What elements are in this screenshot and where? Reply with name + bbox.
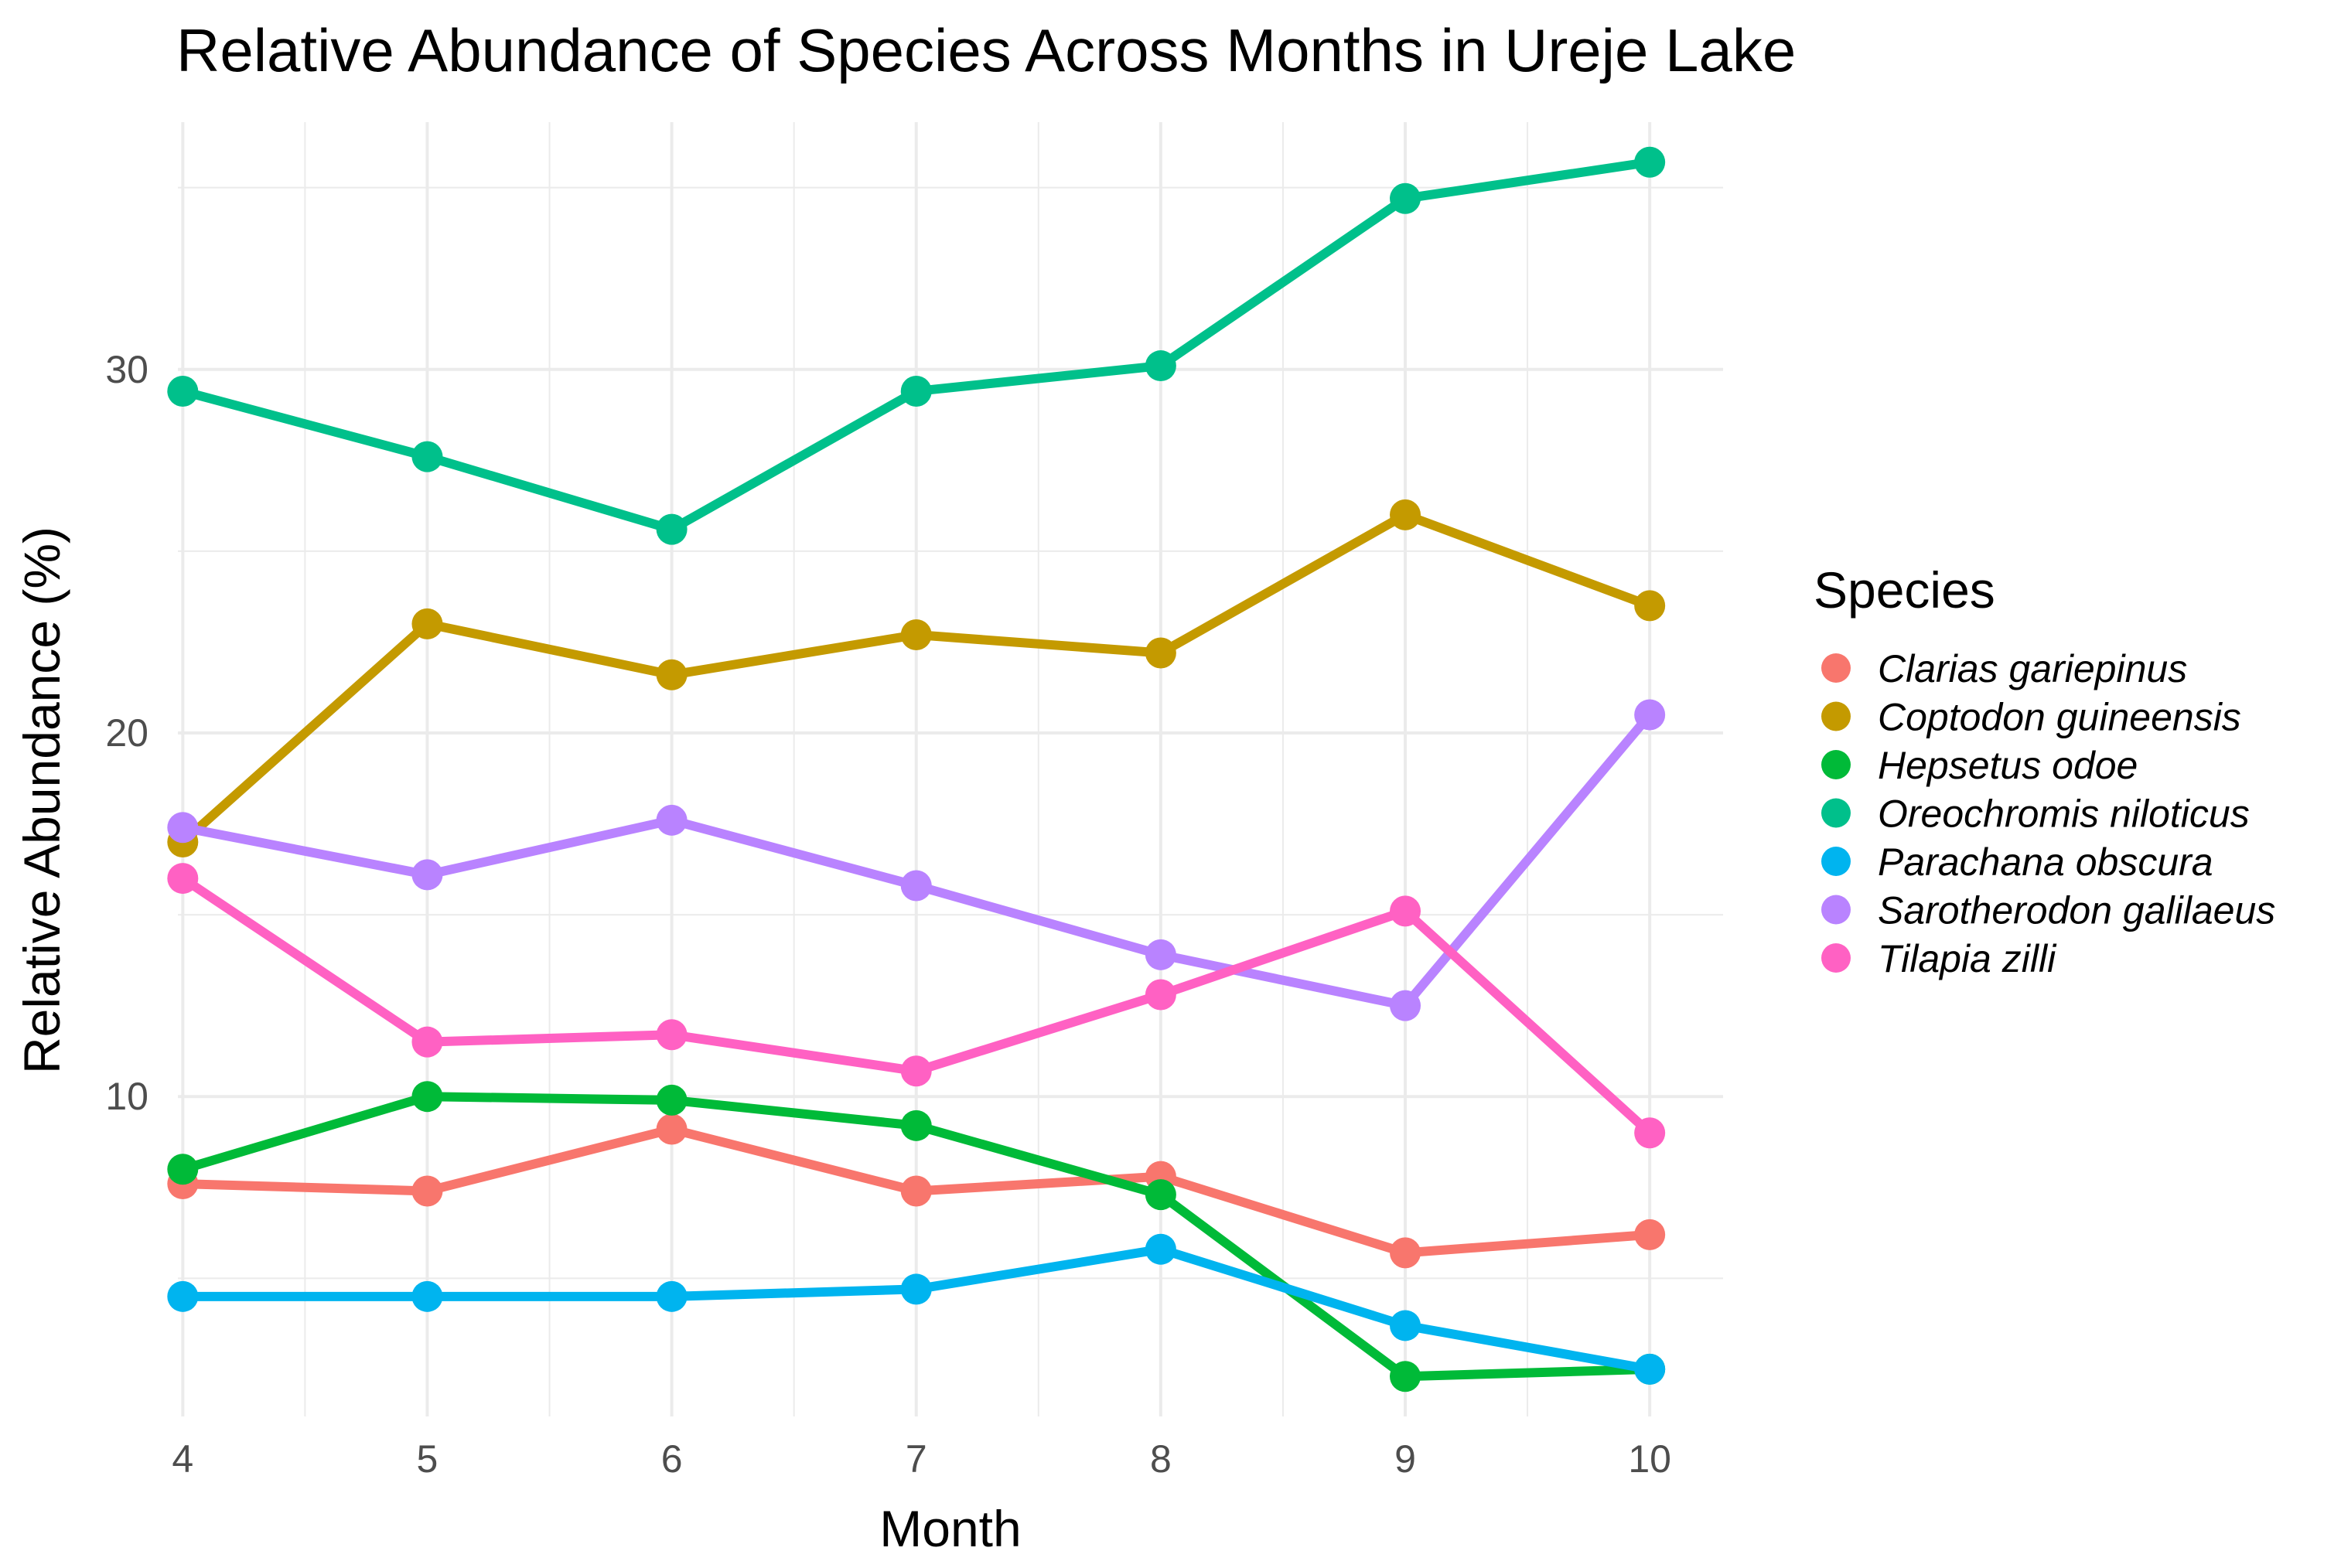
- legend-item: Oreochromis niloticus: [1821, 793, 2250, 836]
- series-layer: [167, 146, 1666, 1392]
- legend-key: [1821, 798, 1851, 828]
- data-point: [1145, 1179, 1176, 1211]
- data-point: [411, 859, 443, 891]
- data-point: [1634, 590, 1666, 622]
- series-tilapia-zilli: [167, 863, 1666, 1149]
- legend-label: Oreochromis niloticus: [1878, 793, 2250, 836]
- data-point: [167, 1280, 199, 1312]
- legend-label: Parachana obscura: [1878, 840, 2213, 884]
- data-point: [1390, 990, 1421, 1021]
- y-tick-label: 10: [105, 1075, 148, 1118]
- series-parachana-obscura: [167, 1233, 1666, 1385]
- legend-label: Hepsetus odoe: [1878, 744, 2138, 787]
- legend: Species Clarias gariepinus Coptodon guine…: [1814, 561, 2275, 980]
- legend-label: Coptodon guineensis: [1878, 696, 2241, 739]
- legend-key: [1821, 701, 1851, 731]
- legend-item: Hepsetus odoe: [1821, 744, 2138, 787]
- data-point: [1145, 350, 1176, 382]
- data-point: [656, 1019, 688, 1051]
- legend-key: [1821, 653, 1851, 683]
- data-point: [411, 441, 443, 472]
- legend-label: Sarotherodon galilaeus: [1878, 889, 2275, 932]
- x-tick-label: 5: [417, 1437, 439, 1481]
- data-point: [1390, 895, 1421, 927]
- x-tick-label: 4: [172, 1437, 193, 1481]
- data-point: [900, 1175, 932, 1207]
- x-tick-label: 10: [1628, 1437, 1671, 1481]
- data-point: [1145, 1233, 1176, 1265]
- legend-key: [1821, 943, 1851, 973]
- chart-title: Relative Abundance of Species Across Mon…: [176, 16, 1796, 84]
- x-tick-label: 7: [906, 1437, 927, 1481]
- y-tick-label: 30: [105, 348, 148, 391]
- legend-key: [1821, 847, 1851, 876]
- data-point: [656, 804, 688, 836]
- data-point: [656, 659, 688, 690]
- data-point: [1390, 182, 1421, 214]
- data-point: [656, 1084, 688, 1116]
- data-point: [167, 375, 199, 407]
- data-point: [1634, 1353, 1666, 1385]
- data-point: [900, 375, 932, 407]
- legend-item: Coptodon guineensis: [1821, 696, 2241, 739]
- data-point: [411, 1081, 443, 1113]
- data-point: [167, 863, 199, 895]
- data-point: [1145, 637, 1176, 669]
- series-oreochromis-niloticus: [167, 146, 1666, 545]
- data-point: [411, 608, 443, 639]
- y-tick-label: 20: [105, 711, 148, 755]
- legend-items: Clarias gariepinus Coptodon guineensis Hep…: [1821, 647, 2275, 980]
- grid: [178, 122, 1723, 1416]
- data-point: [1634, 1219, 1666, 1250]
- data-point: [1390, 1237, 1421, 1269]
- y-axis-title: Relative Abundance (%): [13, 527, 70, 1074]
- x-tick-label: 6: [661, 1437, 683, 1481]
- axes: 4 5 6 7 8 9 10 10 20 30: [105, 348, 1671, 1481]
- legend-item: Tilapia zilli: [1821, 937, 2057, 980]
- legend-item: Parachana obscura: [1821, 840, 2213, 884]
- data-point: [167, 812, 199, 844]
- data-point: [900, 870, 932, 902]
- data-point: [1390, 1361, 1421, 1392]
- data-point: [656, 1113, 688, 1145]
- data-point: [1634, 1117, 1666, 1149]
- data-point: [1390, 499, 1421, 530]
- x-axis-title: Month: [879, 1500, 1021, 1557]
- data-point: [1634, 699, 1666, 731]
- data-point: [656, 1280, 688, 1312]
- data-point: [900, 619, 932, 651]
- data-point: [900, 1110, 932, 1141]
- series-coptodon-guineensis: [167, 499, 1666, 858]
- legend-key: [1821, 895, 1851, 925]
- data-point: [411, 1026, 443, 1058]
- data-point: [167, 1154, 199, 1185]
- legend-key: [1821, 750, 1851, 779]
- data-point: [411, 1175, 443, 1207]
- data-point: [656, 513, 688, 545]
- x-tick-label: 8: [1150, 1437, 1172, 1481]
- data-point: [1145, 979, 1176, 1011]
- data-point: [900, 1273, 932, 1305]
- legend-label: Clarias gariepinus: [1878, 647, 2187, 690]
- legend-item: Sarotherodon galilaeus: [1821, 889, 2275, 932]
- series-sarotherodon-galilaeus: [167, 699, 1666, 1021]
- data-point: [900, 1055, 932, 1087]
- x-tick-label: 9: [1394, 1437, 1416, 1481]
- data-point: [411, 1280, 443, 1312]
- legend-item: Clarias gariepinus: [1821, 647, 2187, 690]
- data-point: [1390, 1310, 1421, 1341]
- legend-title: Species: [1814, 561, 1995, 619]
- data-point: [1145, 939, 1176, 970]
- legend-label: Tilapia zilli: [1878, 937, 2057, 980]
- data-point: [1634, 146, 1666, 178]
